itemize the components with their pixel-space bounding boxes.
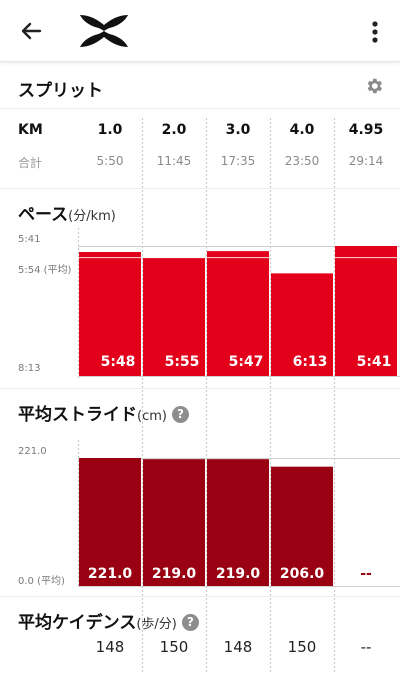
pace-bar-label: 6:13: [293, 354, 328, 370]
total-row-label: 合計: [18, 156, 43, 170]
more-vertical-icon[interactable]: [364, 18, 386, 46]
pace-bar: [335, 246, 397, 376]
split-km: 1.0: [97, 122, 123, 138]
pace-unit: (分/km): [68, 209, 116, 224]
app-bar: [0, 0, 400, 62]
cadence-value: 148: [95, 638, 125, 656]
stride-axis-bottom-label: 0.0 (平均): [18, 576, 65, 587]
pace-axis-bottom-label: 8:13: [18, 363, 41, 374]
stride-bar: [79, 458, 141, 586]
stride-bar-label: 219.0: [216, 566, 261, 582]
gear-icon[interactable]: [364, 76, 384, 96]
stride-title: 平均ストライド(cm)?: [18, 400, 189, 425]
stride-bar-label: 221.0: [88, 566, 133, 582]
split-total-time: 23:50: [284, 154, 320, 168]
stride-bar-label: 206.0: [280, 566, 325, 582]
pace-bar-label: 5:41: [357, 354, 392, 370]
stride-bar: [271, 466, 333, 586]
cadence-value: 148: [223, 638, 253, 656]
pace-title: ペース(分/km): [18, 200, 116, 225]
split-km: 2.0: [161, 122, 187, 138]
pace-bar: [143, 257, 205, 376]
pace-bar-label: 5:47: [229, 354, 264, 370]
stride-bar-label: --: [360, 566, 372, 582]
question-icon[interactable]: ?: [181, 614, 199, 631]
km-column-header: KM: [18, 122, 43, 138]
stride-unit: (cm): [137, 409, 167, 424]
split-km: 3.0: [225, 122, 251, 138]
cadence-title-text: 平均ケイデンス: [18, 613, 137, 633]
pace-axis-avg-label: 5:54 (平均): [18, 265, 72, 276]
pace-bar-label: 5:55: [165, 354, 200, 370]
split-total-time: 17:35: [220, 154, 256, 168]
under-armour-logo: [80, 15, 128, 47]
splits-title: スプリット: [18, 81, 103, 101]
pace-bar: [207, 251, 269, 376]
split-total-time: 11:45: [156, 154, 192, 168]
split-km: 4.0: [289, 122, 315, 138]
stride-title-text: 平均ストライド: [18, 405, 137, 425]
pace-axis-top-label: 5:41: [18, 234, 41, 245]
split-total-time: 5:50: [96, 154, 124, 168]
pace-bar: [271, 273, 333, 376]
pace-bar: [79, 251, 141, 376]
cadence-value: 150: [287, 638, 317, 656]
stride-bar: [207, 459, 269, 586]
pace-bar-label: 5:48: [101, 354, 136, 370]
cadence-value: 150: [159, 638, 189, 656]
stride-axis-top-label: 221.0: [18, 446, 47, 457]
split-km: 4.95: [348, 122, 384, 138]
pace-title-text: ペース: [18, 205, 69, 225]
stride-bar: [143, 459, 205, 586]
question-icon[interactable]: ?: [171, 406, 189, 423]
cadence-title: 平均ケイデンス(歩/分)?: [18, 608, 199, 633]
split-total-time: 29:14: [348, 154, 384, 168]
stride-bar-label: 219.0: [152, 566, 197, 582]
cadence-value: --: [360, 638, 372, 656]
arrow-left-icon[interactable]: [16, 16, 46, 46]
cadence-unit: (歩/分): [136, 617, 177, 632]
